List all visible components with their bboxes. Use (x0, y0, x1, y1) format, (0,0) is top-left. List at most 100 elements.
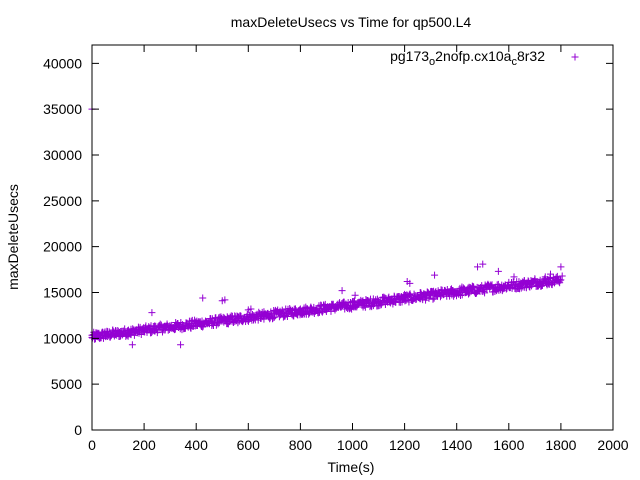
legend-part-2: 2nofp.cx10a (435, 48, 511, 64)
data-point (338, 287, 346, 295)
y-tick-label: 25000 (43, 193, 82, 209)
data-point (295, 306, 303, 314)
data-point (322, 304, 330, 312)
data-point (526, 279, 534, 287)
y-tick-label: 35000 (43, 101, 82, 117)
data-point (437, 286, 445, 294)
data-point (166, 322, 174, 330)
data-point (515, 280, 523, 288)
data-point (453, 288, 461, 296)
x-axis-ticks: 0 200 400 600 800 1000 1200 1400 1600 1800 2000 (88, 45, 629, 453)
data-point (458, 283, 466, 291)
data-point (474, 263, 482, 271)
data-point (307, 303, 315, 311)
data-point (302, 308, 310, 316)
y-tick-label: 0 (74, 422, 82, 438)
data-point (124, 326, 132, 334)
data-point (192, 320, 200, 328)
x-tick-label: 1200 (389, 437, 420, 453)
data-point (208, 315, 216, 323)
data-point (317, 301, 325, 309)
data-point (128, 341, 136, 349)
data-point (531, 275, 539, 283)
data-point (244, 317, 252, 325)
data-point (465, 290, 473, 298)
x-tick-label: 400 (185, 437, 209, 453)
data-point (114, 328, 122, 336)
data-point (203, 319, 211, 327)
data-point (427, 288, 435, 296)
data-point (541, 273, 549, 281)
data-point (156, 323, 164, 331)
data-point (411, 293, 419, 301)
data-point (291, 310, 299, 318)
y-tick-label: 30000 (43, 147, 82, 163)
data-point (421, 291, 429, 299)
data-point (276, 309, 284, 317)
plot-frame (91, 44, 614, 431)
legend-marker (571, 53, 579, 61)
data-point (429, 295, 437, 303)
data-point (109, 326, 117, 334)
data-point (177, 341, 185, 349)
legend-sub-1: o (429, 56, 435, 68)
x-axis-label: Time(s) (328, 459, 375, 475)
legend: pg173o2nofp.cx10ac8r32 (390, 48, 579, 68)
data-point (359, 297, 367, 305)
data-point (351, 291, 359, 299)
data-point (148, 309, 156, 317)
data-point (264, 309, 272, 317)
data-point (361, 303, 369, 311)
data-point (479, 260, 487, 268)
legend-label: pg173o2nofp.cx10ac8r32 (390, 48, 545, 68)
data-point (347, 304, 355, 312)
data-point (179, 321, 187, 329)
data-point (489, 284, 497, 292)
y-axis-label: maxDeleteUsecs (5, 184, 21, 290)
legend-part-1: pg173 (390, 48, 429, 64)
data-point (255, 312, 263, 320)
data-point (505, 278, 513, 286)
data-point (296, 305, 304, 313)
data-point (333, 303, 341, 311)
data-point (187, 324, 195, 332)
data-point (208, 322, 216, 329)
data-point (546, 270, 554, 278)
data-point (145, 324, 153, 332)
data-point (213, 318, 221, 326)
data-point (269, 314, 277, 322)
data-point (401, 297, 409, 305)
data-point (269, 315, 277, 323)
data-point (520, 277, 528, 285)
data-point (117, 332, 125, 340)
data-point (171, 325, 179, 333)
data-point (223, 320, 231, 328)
data-point (484, 280, 492, 288)
data-point (390, 292, 398, 300)
chart-title: maxDeleteUsecs vs Time for qp500.L4 (231, 14, 472, 30)
data-point (494, 267, 502, 275)
data-point (247, 305, 255, 313)
data-point (95, 330, 103, 338)
data-point (432, 290, 440, 298)
data-point (536, 278, 544, 285)
data-point (380, 293, 388, 301)
data-point (416, 289, 424, 296)
data-point (500, 282, 508, 290)
data-point (510, 273, 518, 281)
data-point (312, 306, 320, 314)
data-point (151, 327, 159, 335)
data-point (369, 295, 377, 303)
data-point (401, 290, 409, 298)
data-point (431, 271, 439, 279)
legend-marker-symbol (571, 53, 579, 61)
data-point (468, 282, 476, 290)
y-tick-label: 40000 (43, 55, 82, 71)
data-point (98, 332, 106, 340)
y-tick-label: 5000 (51, 376, 82, 392)
data-point (197, 322, 205, 330)
data-point (406, 279, 414, 287)
data-point (375, 298, 383, 306)
data-point (286, 307, 294, 315)
data-point (182, 322, 190, 329)
